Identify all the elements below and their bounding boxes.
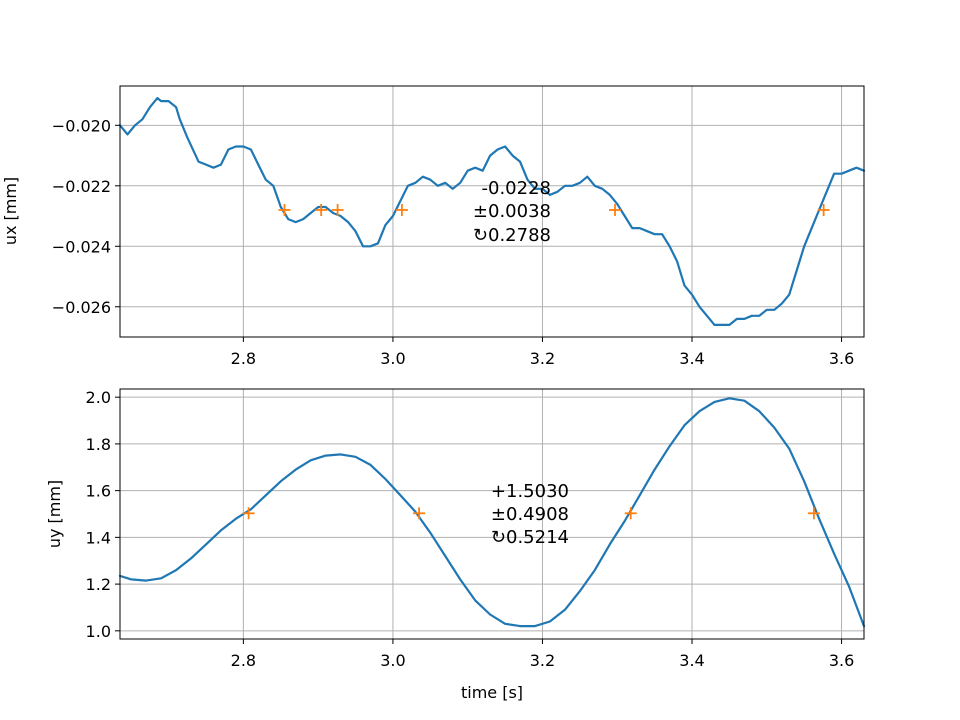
uy-annotation-period: ↻0.5214 bbox=[491, 527, 569, 548]
ux-markers bbox=[278, 203, 830, 216]
uy-crossing-marker bbox=[413, 507, 426, 520]
uy-x-axis-label: time [s] bbox=[461, 683, 523, 702]
ux-annotation: -0.0228 ±0.0038 ↻0.2788 bbox=[473, 178, 551, 246]
ux-annotation-period: ↻0.2788 bbox=[473, 225, 551, 246]
uy-crossing-marker bbox=[242, 507, 255, 520]
ux-annotation-std: ±0.0038 bbox=[473, 201, 551, 222]
uy-series bbox=[118, 397, 866, 628]
ux-y-tick-label: −0.022 bbox=[52, 177, 111, 196]
uy-y-ticks: 1.0 1.2 1.4 1.6 1.8 2.0 bbox=[86, 388, 120, 641]
ux-crossing-marker bbox=[315, 203, 328, 216]
ux-x-tick-label: 3.6 bbox=[829, 349, 854, 368]
uy-annotation-std: ±0.4908 bbox=[491, 504, 569, 525]
ux-annotation-mean: -0.0228 bbox=[482, 178, 551, 199]
ux-crossing-marker bbox=[395, 203, 408, 216]
uy-x-tick-label: 3.6 bbox=[829, 651, 854, 670]
ux-crossing-marker bbox=[331, 203, 344, 216]
ux-y-axis-label: ux [mm] bbox=[1, 177, 20, 245]
uy-x-tick-label: 2.8 bbox=[231, 651, 256, 670]
uy-y-tick-label: 1.4 bbox=[86, 528, 111, 547]
uy-markers bbox=[242, 507, 820, 520]
ux-y-ticks: −0.020 −0.022 −0.024 −0.026 bbox=[52, 116, 120, 317]
uy-annotation-mean: +1.5030 bbox=[491, 481, 569, 502]
uy-crossing-marker bbox=[807, 507, 820, 520]
uy-y-tick-label: 1.6 bbox=[86, 482, 111, 501]
uy-axes-frame bbox=[119, 388, 865, 640]
ux-x-tick-label: 2.8 bbox=[231, 349, 256, 368]
ux-crossing-marker bbox=[817, 203, 830, 216]
uy-x-ticks: 2.8 3.0 3.2 3.4 3.6 bbox=[231, 639, 854, 670]
uy-y-tick-label: 1.8 bbox=[86, 435, 111, 454]
ux-series-line bbox=[118, 96, 866, 326]
uy-series-line bbox=[118, 397, 866, 628]
ux-axes: 2.8 3.0 3.2 3.4 3.6 −0.020 −0.022 −0.024 −0.026… bbox=[1, 85, 866, 368]
uy-crossing-marker bbox=[624, 507, 637, 520]
ux-plot-area bbox=[120, 86, 864, 337]
ux-y-tick-label: −0.026 bbox=[52, 298, 111, 317]
uy-axes: 2.8 3.0 3.2 3.4 3.6 1.0 1.2 1.4 1.6 1.8 2.0 uy [m… bbox=[45, 388, 866, 702]
uy-y-tick-label: 1.0 bbox=[86, 622, 111, 641]
uy-x-tick-label: 3.2 bbox=[530, 651, 555, 670]
ux-x-ticks: 2.8 3.0 3.2 3.4 3.6 bbox=[231, 337, 854, 368]
uy-annotation: +1.5030 ±0.4908 ↻0.5214 bbox=[491, 481, 569, 548]
uy-y-axis-label: uy [mm] bbox=[45, 480, 64, 548]
uy-y-tick-label: 1.2 bbox=[86, 575, 111, 594]
ux-x-tick-label: 3.0 bbox=[380, 349, 405, 368]
ux-grid bbox=[120, 86, 864, 337]
ux-crossing-marker bbox=[609, 203, 622, 216]
uy-x-tick-label: 3.0 bbox=[380, 651, 405, 670]
ux-y-tick-label: −0.024 bbox=[52, 237, 111, 256]
ux-x-tick-label: 3.4 bbox=[679, 349, 704, 368]
ux-series bbox=[118, 96, 866, 326]
ux-axes-frame bbox=[119, 85, 865, 338]
uy-grid bbox=[120, 389, 864, 639]
ux-x-tick-label: 3.2 bbox=[530, 349, 555, 368]
uy-x-tick-label: 3.4 bbox=[679, 651, 704, 670]
ux-y-tick-label: −0.020 bbox=[52, 116, 111, 135]
uy-y-tick-label: 2.0 bbox=[86, 388, 111, 407]
ux-crossing-marker bbox=[278, 203, 291, 216]
